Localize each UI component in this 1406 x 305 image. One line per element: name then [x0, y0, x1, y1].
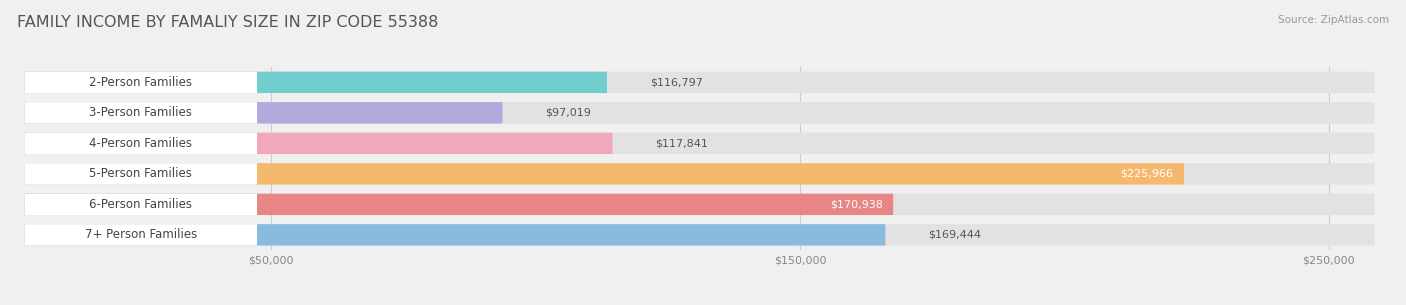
- Text: 3-Person Families: 3-Person Families: [90, 106, 193, 119]
- FancyBboxPatch shape: [24, 102, 257, 124]
- FancyBboxPatch shape: [24, 224, 1375, 246]
- Text: 4-Person Families: 4-Person Families: [89, 137, 193, 150]
- FancyBboxPatch shape: [24, 133, 613, 154]
- FancyBboxPatch shape: [24, 163, 1184, 185]
- Text: $170,938: $170,938: [830, 199, 883, 209]
- Text: $116,797: $116,797: [650, 77, 703, 87]
- FancyBboxPatch shape: [24, 133, 1375, 154]
- Text: $97,019: $97,019: [546, 108, 591, 118]
- Text: 7+ Person Families: 7+ Person Families: [84, 228, 197, 241]
- Text: Source: ZipAtlas.com: Source: ZipAtlas.com: [1278, 15, 1389, 25]
- FancyBboxPatch shape: [24, 224, 886, 246]
- Text: $225,966: $225,966: [1121, 169, 1174, 179]
- FancyBboxPatch shape: [24, 224, 257, 246]
- Text: $117,841: $117,841: [655, 138, 709, 148]
- Text: 2-Person Families: 2-Person Families: [89, 76, 193, 89]
- FancyBboxPatch shape: [24, 72, 257, 93]
- FancyBboxPatch shape: [24, 102, 502, 124]
- Text: 6-Person Families: 6-Person Families: [89, 198, 193, 211]
- FancyBboxPatch shape: [24, 72, 1375, 93]
- FancyBboxPatch shape: [24, 133, 257, 154]
- FancyBboxPatch shape: [24, 194, 257, 215]
- FancyBboxPatch shape: [24, 163, 257, 185]
- FancyBboxPatch shape: [24, 163, 1375, 185]
- Text: FAMILY INCOME BY FAMALIY SIZE IN ZIP CODE 55388: FAMILY INCOME BY FAMALIY SIZE IN ZIP COD…: [17, 15, 439, 30]
- Text: 5-Person Families: 5-Person Families: [90, 167, 193, 180]
- Text: $169,444: $169,444: [928, 230, 981, 240]
- FancyBboxPatch shape: [24, 72, 607, 93]
- FancyBboxPatch shape: [24, 194, 1375, 215]
- FancyBboxPatch shape: [24, 102, 1375, 124]
- FancyBboxPatch shape: [24, 194, 893, 215]
